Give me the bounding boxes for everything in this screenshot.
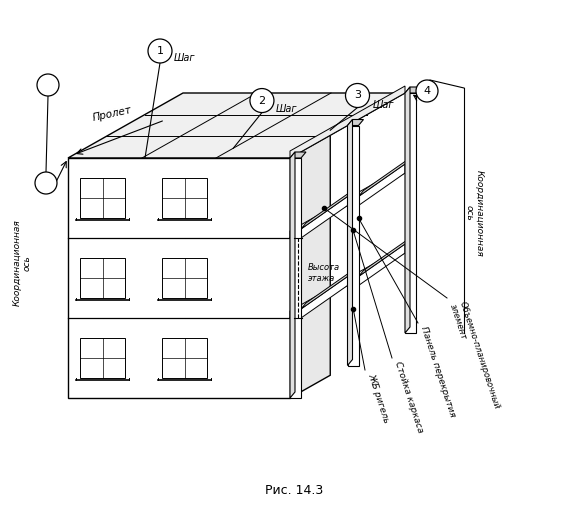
Polygon shape <box>348 120 352 365</box>
Text: Координационная
ось: Координационная ось <box>12 220 32 306</box>
Polygon shape <box>80 178 125 218</box>
Polygon shape <box>405 87 410 333</box>
Polygon shape <box>290 246 405 318</box>
Text: Рис. 14.3: Рис. 14.3 <box>265 484 323 498</box>
Polygon shape <box>290 158 301 398</box>
Polygon shape <box>162 338 207 378</box>
Text: Шаг: Шаг <box>373 101 394 110</box>
Polygon shape <box>68 158 290 398</box>
Polygon shape <box>359 244 405 286</box>
Text: Шаг: Шаг <box>276 104 298 113</box>
Polygon shape <box>301 270 352 309</box>
Polygon shape <box>290 152 295 398</box>
Polygon shape <box>301 190 352 229</box>
Polygon shape <box>301 196 348 238</box>
Polygon shape <box>405 93 416 333</box>
Polygon shape <box>68 93 405 158</box>
Circle shape <box>35 172 57 194</box>
Polygon shape <box>359 164 405 206</box>
Polygon shape <box>162 178 207 218</box>
Polygon shape <box>290 86 405 158</box>
Polygon shape <box>290 152 306 158</box>
Polygon shape <box>348 126 359 365</box>
Text: 4: 4 <box>423 86 430 96</box>
Text: Пролет: Пролет <box>92 105 132 123</box>
Polygon shape <box>359 238 410 277</box>
Text: Высота
этажа: Высота этажа <box>308 263 340 283</box>
Text: Координационная
ось: Координационная ось <box>465 170 484 256</box>
Text: 3: 3 <box>354 90 361 101</box>
Circle shape <box>148 39 172 63</box>
Text: 2: 2 <box>258 95 266 106</box>
Polygon shape <box>162 258 207 298</box>
Polygon shape <box>80 338 125 378</box>
Circle shape <box>416 80 438 102</box>
Text: Панель перекрытия: Панель перекрытия <box>419 325 457 418</box>
Text: ЖБ ригель: ЖБ ригель <box>366 372 390 424</box>
Polygon shape <box>348 120 363 126</box>
Polygon shape <box>359 158 410 196</box>
Polygon shape <box>301 277 348 318</box>
Text: Стойка каркаса: Стойка каркаса <box>393 360 425 434</box>
Polygon shape <box>290 135 330 398</box>
Text: 1: 1 <box>156 46 163 56</box>
Text: Объемно-планировочный
элемент: Объемно-планировочный элемент <box>448 300 502 413</box>
Polygon shape <box>80 258 125 298</box>
Circle shape <box>346 84 369 108</box>
Text: Шаг: Шаг <box>174 53 195 63</box>
Polygon shape <box>290 166 405 238</box>
Circle shape <box>37 74 59 96</box>
Polygon shape <box>405 87 421 93</box>
Circle shape <box>250 89 274 112</box>
